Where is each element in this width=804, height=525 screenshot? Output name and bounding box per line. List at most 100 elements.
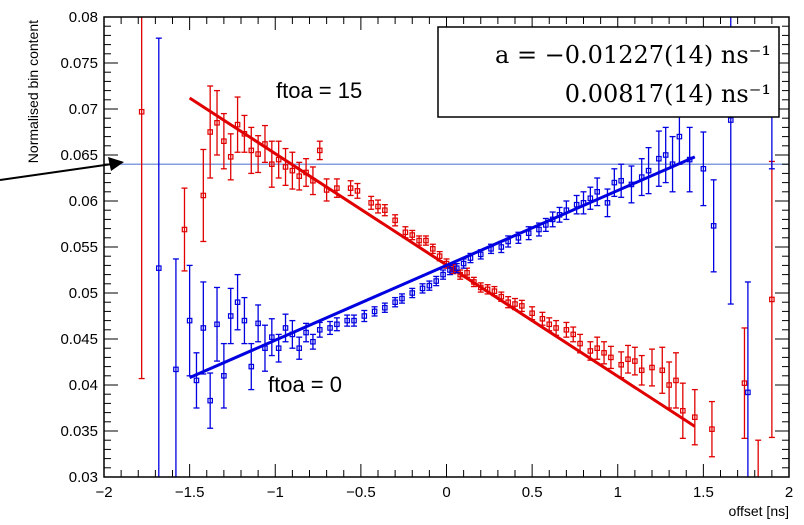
fit-line bbox=[189, 155, 696, 380]
data-point bbox=[594, 345, 601, 352]
data-point bbox=[638, 367, 645, 374]
data-point bbox=[464, 269, 470, 276]
data-point bbox=[207, 129, 213, 135]
data-point bbox=[227, 313, 234, 319]
data-point bbox=[536, 226, 542, 233]
data-point bbox=[334, 321, 340, 328]
data-point bbox=[371, 308, 378, 315]
series-layer bbox=[138, 17, 775, 477]
label-layer: −2 −1.5 −1 −0.5 0 0.5 1 1.5 2 0.03 0.035 0.04 0.045 0… bbox=[60, 9, 793, 501]
y-axis-title: Normalised bin content bbox=[25, 20, 41, 163]
data-point bbox=[680, 407, 686, 414]
data-point bbox=[368, 200, 374, 206]
x-tick-label: 0 bbox=[442, 484, 450, 501]
data-point bbox=[570, 331, 577, 338]
data-point bbox=[512, 301, 518, 307]
data-point bbox=[426, 282, 433, 289]
data-point bbox=[344, 317, 350, 324]
data-point bbox=[539, 315, 546, 322]
data-point bbox=[709, 426, 715, 432]
x-tick-label: 0.5 bbox=[522, 484, 543, 501]
data-point bbox=[347, 185, 354, 191]
data-point bbox=[632, 358, 638, 364]
data-point bbox=[392, 217, 398, 224]
data-point bbox=[382, 207, 388, 214]
data-point bbox=[181, 226, 188, 233]
x-tick-label: −2 bbox=[95, 484, 112, 501]
data-point bbox=[375, 203, 381, 210]
data-point bbox=[289, 167, 296, 174]
data-point bbox=[214, 119, 220, 126]
data-point bbox=[334, 185, 340, 191]
fit-line bbox=[188, 96, 696, 428]
annotation-arrow bbox=[0, 157, 124, 181]
data-point bbox=[282, 325, 289, 331]
data-point bbox=[529, 310, 535, 317]
data-point bbox=[248, 147, 255, 154]
y-tick-label: 0.03 bbox=[69, 469, 98, 486]
data-point bbox=[423, 237, 429, 244]
data-point bbox=[692, 414, 698, 421]
data-point bbox=[269, 161, 275, 168]
data-point bbox=[399, 295, 405, 302]
data-point bbox=[409, 232, 416, 238]
x-tick-label: 1 bbox=[614, 484, 622, 501]
fit-result-line-2: 0.00817(14) ns⁻¹ bbox=[565, 80, 771, 108]
data-point bbox=[662, 152, 669, 158]
data-point bbox=[618, 177, 624, 184]
data-point bbox=[351, 317, 357, 324]
annotation-arrow-shaft bbox=[0, 163, 113, 181]
data-point bbox=[241, 317, 248, 324]
data-point bbox=[519, 303, 525, 309]
annotation-arrowhead bbox=[108, 157, 124, 171]
data-point bbox=[515, 235, 522, 241]
data-point bbox=[745, 389, 751, 396]
fit-result-line-1: a = −0.01227(14) ns⁻¹ bbox=[495, 41, 771, 69]
data-point bbox=[546, 321, 553, 328]
data-point bbox=[563, 327, 570, 333]
data-point bbox=[207, 397, 213, 404]
data-point bbox=[193, 377, 200, 384]
data-point bbox=[296, 345, 303, 352]
data-point bbox=[611, 179, 618, 186]
data-point bbox=[673, 377, 679, 384]
data-point bbox=[138, 108, 145, 115]
y-tick-label: 0.07 bbox=[69, 101, 98, 118]
y-tick-label: 0.065 bbox=[60, 147, 98, 164]
y-tick-label: 0.04 bbox=[69, 377, 98, 394]
data-point bbox=[649, 364, 655, 371]
data-point bbox=[354, 188, 361, 194]
series-ftoa-15 bbox=[138, 17, 775, 477]
x-tick-label: −0.5 bbox=[346, 484, 376, 501]
data-point bbox=[666, 382, 672, 388]
y-tick-label: 0.075 bbox=[60, 55, 98, 72]
series-label-ftoa-0: ftoa = 0 bbox=[268, 372, 342, 397]
data-point bbox=[255, 151, 261, 157]
x-axis-title: offset [ns] bbox=[729, 503, 789, 519]
data-point bbox=[327, 325, 333, 331]
x-tick-label: −1.5 bbox=[175, 484, 205, 501]
data-point bbox=[604, 200, 611, 206]
data-point bbox=[587, 195, 594, 202]
data-point bbox=[577, 340, 583, 347]
data-point bbox=[200, 325, 207, 331]
series-ftoa-0 bbox=[155, 17, 775, 477]
data-point bbox=[700, 166, 707, 172]
data-point bbox=[419, 285, 426, 292]
x-tick-label: −1 bbox=[267, 484, 284, 501]
data-point bbox=[402, 229, 409, 236]
data-point bbox=[440, 271, 446, 278]
data-point bbox=[248, 363, 255, 370]
data-point bbox=[409, 290, 416, 296]
data-point bbox=[269, 334, 275, 340]
data-point bbox=[310, 338, 316, 345]
data-point bbox=[227, 154, 234, 160]
data-point bbox=[361, 313, 368, 319]
axis-ticks bbox=[103, 16, 790, 478]
data-point bbox=[173, 366, 179, 373]
data-point bbox=[234, 121, 241, 128]
data-point bbox=[430, 246, 436, 252]
y-tick-label: 0.05 bbox=[69, 285, 98, 302]
data-point bbox=[316, 327, 323, 333]
